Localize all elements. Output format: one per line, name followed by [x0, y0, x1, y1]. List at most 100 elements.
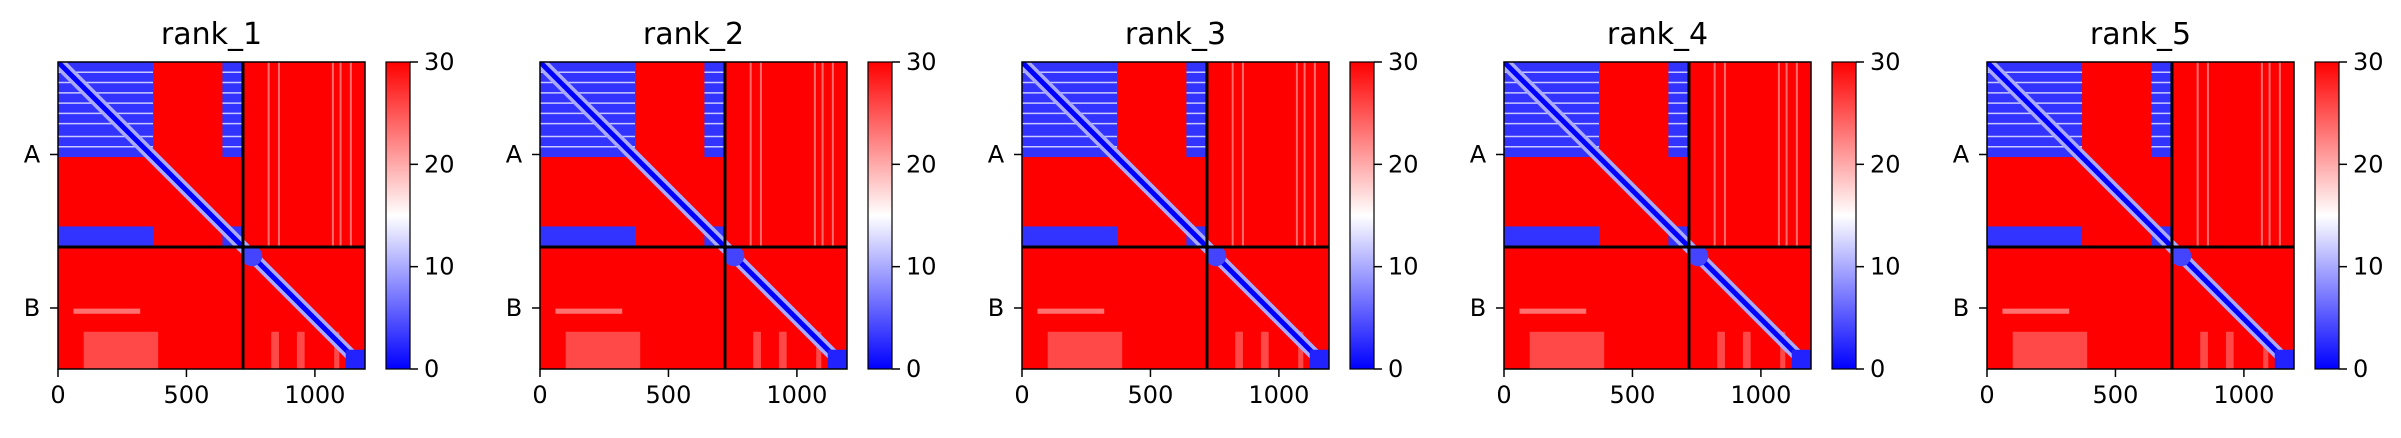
colorbar: [867, 61, 893, 370]
domain-blob: [2274, 349, 2294, 369]
colorbar: [385, 61, 411, 370]
colorbar-tick-label: 20: [906, 150, 937, 178]
colorbar-tick-label: 10: [2353, 253, 2384, 281]
residue-streak: [2263, 331, 2269, 369]
colorbar-tick-label: 20: [1388, 150, 1419, 178]
chain-label-A: A: [1953, 140, 1970, 168]
pae-panel-1: rank_1 0 500 1000 A B 0 10 20 30: [24, 17, 455, 409]
colorbar-tick-label: 30: [424, 48, 455, 76]
chain-label-A: A: [506, 140, 523, 168]
x-tick-label: 1000: [2213, 381, 2274, 409]
x-tick-label: 0: [1014, 381, 1029, 409]
colorbar-tick-label: 30: [1388, 48, 1419, 76]
chain-label-B: B: [506, 294, 522, 322]
x-tick-label: 500: [2093, 381, 2139, 409]
colorbar-tick-label: 20: [1870, 150, 1901, 178]
domain-blob: [345, 349, 365, 369]
residue-streak: [1780, 331, 1786, 369]
heatmap-frame: [57, 61, 366, 370]
heatmap-frame: [539, 61, 848, 370]
domain-blob: [1205, 245, 1227, 267]
residue-streak: [83, 331, 159, 369]
heatmap: [1504, 62, 1811, 369]
x-tick-label: 1000: [766, 381, 827, 409]
panel-title: rank_4: [1607, 17, 1708, 52]
residue-streak: [778, 331, 787, 369]
residue-streak: [1235, 331, 1243, 369]
colorbar-tick-label: 30: [906, 48, 937, 76]
residue-streak: [1260, 331, 1269, 369]
heatmap-frame: [1021, 61, 1330, 370]
residue-streak: [73, 308, 141, 314]
chain-label-B: B: [24, 294, 40, 322]
chain-label-A: A: [1470, 140, 1487, 168]
panel-title: rank_1: [161, 17, 262, 52]
domain-blob: [2170, 245, 2192, 267]
low-error-block: [1022, 226, 1118, 247]
low-error-block: [58, 226, 154, 247]
colorbar: [1349, 61, 1375, 370]
chain-label-B: B: [1470, 294, 1486, 322]
residue-streak: [1529, 331, 1605, 369]
colorbar-tick-label: 20: [2353, 150, 2384, 178]
x-tick-label: 0: [1496, 381, 1511, 409]
x-tick-label: 1000: [1730, 381, 1791, 409]
low-error-block: [1186, 62, 1207, 158]
colorbar-tick-label: 20: [424, 150, 455, 178]
residue-streak: [2200, 331, 2208, 369]
heatmap: [540, 62, 847, 369]
heatmap: [1022, 62, 1329, 369]
domain-blob: [827, 349, 847, 369]
pae-panel-5: rank_5 0 500 1000 A B 0 10 20 30: [1953, 17, 2384, 409]
residue-streak: [753, 331, 761, 369]
colorbar-tick-label: 30: [2353, 48, 2384, 76]
x-tick-label: 500: [1610, 381, 1656, 409]
diagonal-band: [1022, 62, 1329, 369]
chain-label-A: A: [24, 140, 41, 168]
diagonal-band: [1504, 62, 1811, 369]
residue-streak: [565, 331, 641, 369]
low-error-block: [2151, 62, 2172, 158]
x-tick-label: 0: [1979, 381, 1994, 409]
x-tick-label: 1000: [1248, 381, 1309, 409]
pae-panel-4: rank_4 0 500 1000 A B 0 10 20 30: [1470, 17, 1901, 409]
domain-blob: [1791, 349, 1811, 369]
x-tick-label: 500: [646, 381, 692, 409]
heatmap: [58, 62, 365, 369]
panel-title: rank_5: [2090, 17, 2191, 52]
diagonal-band: [540, 62, 847, 369]
low-error-block: [1668, 62, 1689, 158]
residue-streak: [271, 331, 279, 369]
residue-streak: [1519, 308, 1587, 314]
heatmap-frame: [1503, 61, 1812, 370]
colorbar-tick-label: 0: [2353, 355, 2368, 383]
diagonal-band: [1987, 62, 2294, 369]
colorbar: [2314, 61, 2340, 370]
colorbar-tick-label: 30: [1870, 48, 1901, 76]
pae-panel-3: rank_3 0 500 1000 A B 0 10 20 30: [988, 17, 1419, 409]
pae-panel-2: rank_2 0 500 1000 A B 0 10 20 30: [506, 17, 937, 409]
x-tick-label: 1000: [284, 381, 345, 409]
residue-streak: [2012, 331, 2088, 369]
domain-blob: [1687, 245, 1709, 267]
residue-streak: [1047, 331, 1123, 369]
heatmap: [1987, 62, 2294, 369]
domain-blob: [723, 245, 745, 267]
residue-streak: [555, 308, 623, 314]
residue-streak: [816, 331, 822, 369]
colorbar: [1831, 61, 1857, 370]
residue-streak: [2225, 331, 2234, 369]
chain-label-B: B: [988, 294, 1004, 322]
heatmap-frame: [1986, 61, 2295, 370]
colorbar-tick-label: 10: [1870, 253, 1901, 281]
colorbar-tick-label: 10: [424, 253, 455, 281]
residue-streak: [2002, 308, 2070, 314]
low-error-block: [1504, 226, 1600, 247]
chain-label-B: B: [1953, 294, 1969, 322]
domain-blob: [241, 245, 263, 267]
colorbar-tick-label: 10: [906, 253, 937, 281]
residue-streak: [1717, 331, 1725, 369]
low-error-block: [704, 62, 725, 158]
residue-streak: [1742, 331, 1751, 369]
